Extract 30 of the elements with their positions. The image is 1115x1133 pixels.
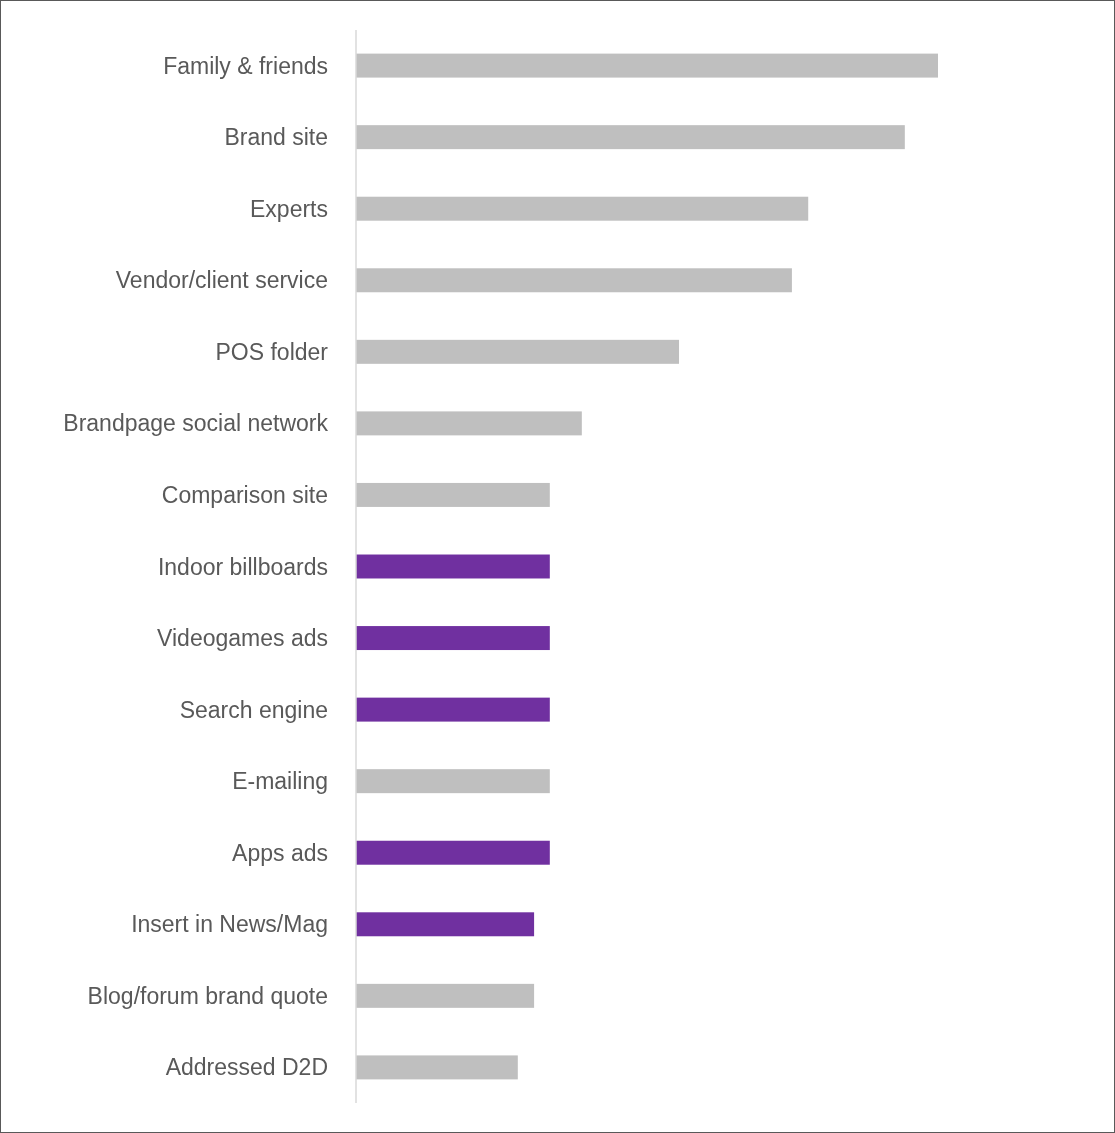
bar: [356, 626, 550, 651]
y-tick-label: Apps ads: [232, 839, 328, 866]
bar: [356, 482, 550, 507]
y-tick-label: POS folder: [215, 338, 329, 365]
y-tick-label: Videogames ads: [157, 625, 328, 652]
y-tick-label: E-mailing: [232, 768, 328, 795]
bar: [356, 196, 809, 221]
y-tick-label: Experts: [250, 195, 328, 222]
y-tick-label: Vendor/client service: [115, 267, 328, 294]
y-tick-label: Addressed D2D: [165, 1054, 328, 1081]
bar: [356, 912, 535, 937]
bar: [356, 769, 550, 794]
bar: [356, 1055, 518, 1080]
y-tick-label: Comparison site: [161, 481, 328, 508]
y-tick-label: Brand site: [224, 124, 328, 151]
bar: [356, 268, 792, 293]
bar: [356, 125, 905, 150]
y-tick-label: Insert in News/Mag: [131, 911, 328, 938]
y-tick-label: Indoor billboards: [157, 553, 328, 580]
y-tick-label: Search engine: [179, 696, 328, 723]
bar: [356, 840, 550, 865]
y-tick-label: Family & friends: [163, 52, 328, 79]
bar: [356, 983, 535, 1008]
bar: [356, 697, 550, 722]
y-tick-label: Brandpage social network: [63, 410, 329, 437]
bar: [356, 53, 938, 78]
bar: [356, 339, 680, 364]
y-tick-label: Blog/forum brand quote: [87, 982, 328, 1009]
bar: [356, 554, 550, 579]
bar: [356, 411, 582, 436]
